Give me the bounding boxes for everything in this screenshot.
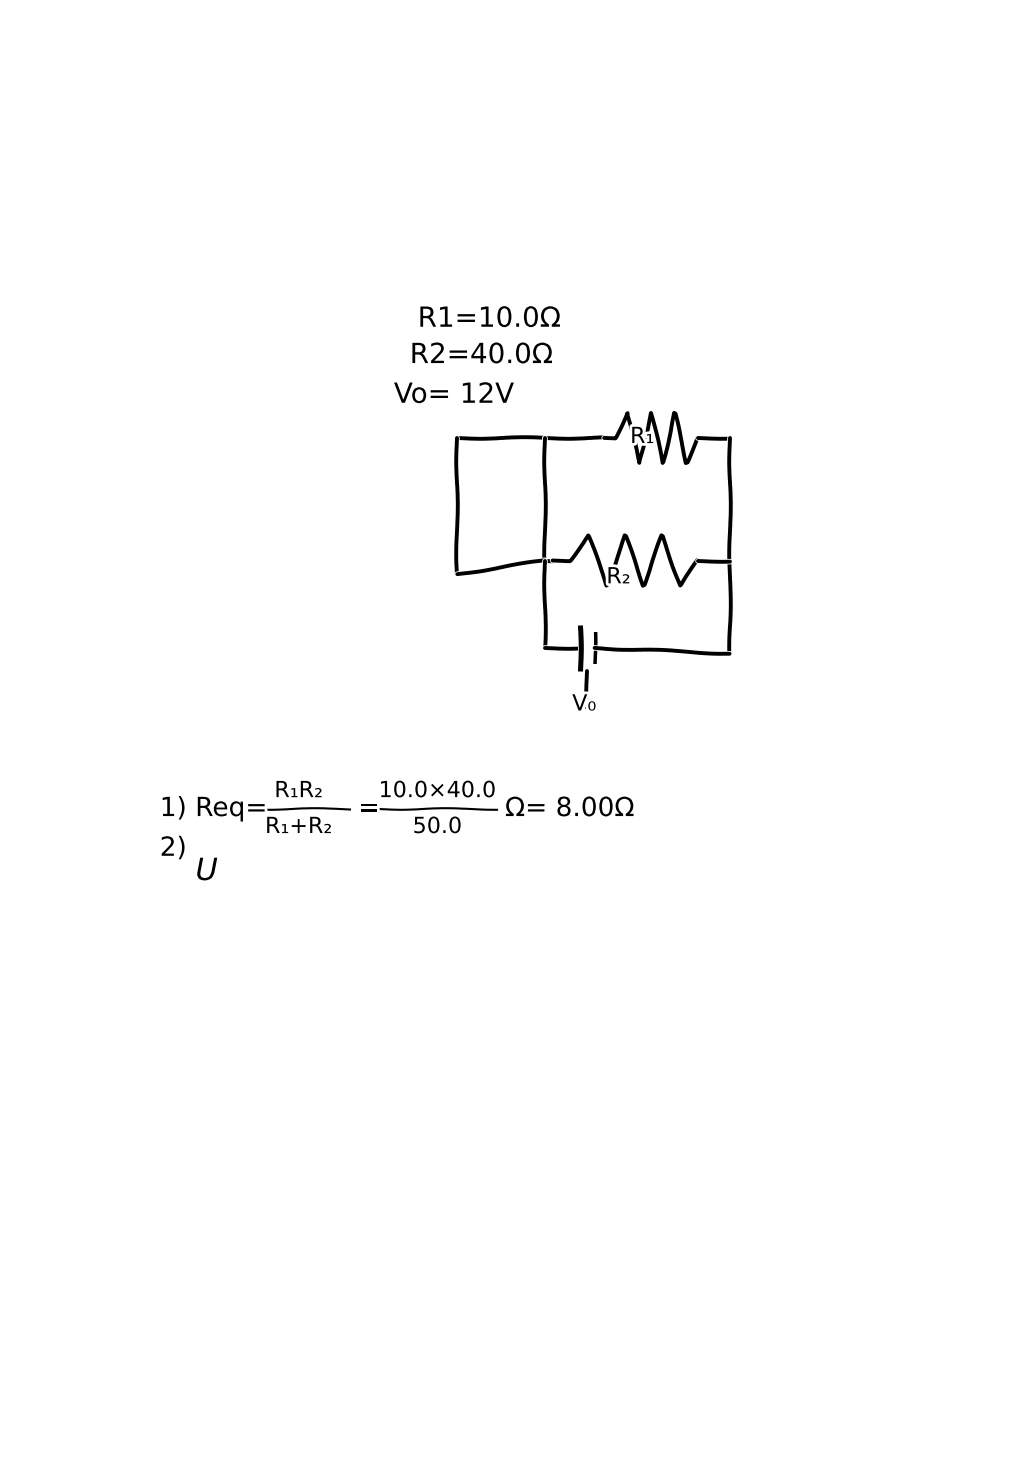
- Text: 10.0×40.0: 10.0×40.0: [379, 781, 497, 802]
- Text: R1=10.0Ω: R1=10.0Ω: [418, 305, 561, 333]
- Text: R₁+R₂: R₁+R₂: [265, 817, 332, 837]
- Text: Vo= 12V: Vo= 12V: [394, 380, 514, 408]
- Text: U: U: [196, 856, 218, 886]
- Text: =: =: [358, 796, 380, 822]
- Text: V₀: V₀: [572, 694, 596, 715]
- Text: 50.0: 50.0: [413, 817, 463, 837]
- Text: 2): 2): [160, 836, 186, 862]
- Text: Ω= 8.00Ω: Ω= 8.00Ω: [505, 796, 634, 822]
- Text: R₂: R₂: [606, 567, 631, 587]
- Text: R2=40.0Ω: R2=40.0Ω: [410, 340, 553, 368]
- Text: R₁: R₁: [630, 427, 654, 447]
- Text: R₁R₂: R₁R₂: [274, 781, 323, 802]
- Text: 1) Req=: 1) Req=: [160, 796, 267, 822]
